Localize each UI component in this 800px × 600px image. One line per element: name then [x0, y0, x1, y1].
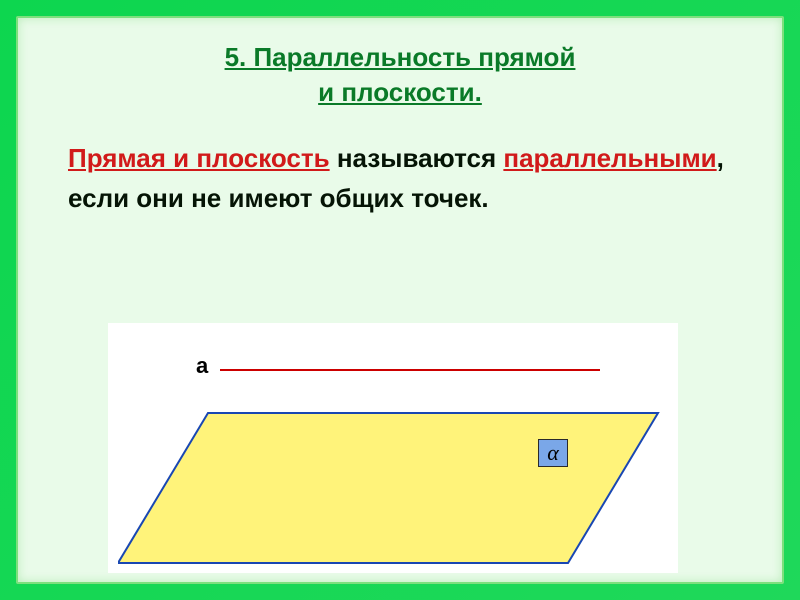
definition-term-1: Прямая и плоскость — [68, 143, 330, 173]
line-a — [220, 369, 600, 371]
slide-title: 5. Параллельность прямой и плоскости. — [18, 40, 782, 110]
diagram: a α — [108, 323, 678, 573]
plane-shape — [118, 413, 658, 563]
line-label-a: a — [196, 353, 208, 379]
title-line-1: 5. Параллельность прямой — [18, 40, 782, 75]
alpha-label-box: α — [538, 439, 568, 467]
definition-text: Прямая и плоскость называются параллельн… — [68, 138, 732, 219]
plane-parallelogram — [118, 403, 678, 583]
alpha-symbol: α — [547, 440, 559, 466]
title-line-2: и плоскости. — [18, 75, 782, 110]
definition-term-2: параллельными — [503, 143, 716, 173]
definition-plain-1: называются — [330, 143, 504, 173]
slide-outer-frame: 5. Параллельность прямой и плоскости. Пр… — [0, 0, 800, 600]
slide-panel: 5. Параллельность прямой и плоскости. Пр… — [16, 16, 784, 584]
